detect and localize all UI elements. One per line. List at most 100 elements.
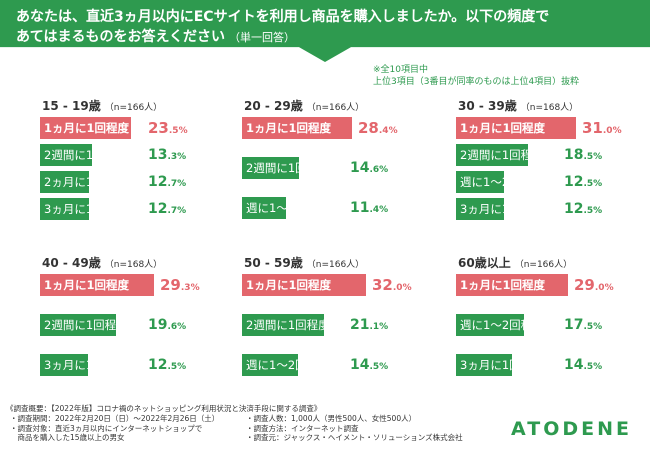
bar-row: 2ヵ月に1回程度 12.7% — [40, 171, 238, 193]
survey-summary: 《調査概要：【2022年版】コロナ禍のネットショッピング利用状況と決済手段に関す… — [6, 404, 646, 448]
bar-category-label: 2週間に1回程度 — [246, 318, 330, 332]
bar — [456, 274, 568, 296]
age-group-name: 30 - 39歳 — [458, 99, 517, 113]
survey-summary-heading: 《調査概要：【2022年版】コロナ禍のネットショッピング利用状況と決済手段に関す… — [6, 404, 322, 413]
bar-value-int: 29 — [574, 276, 595, 294]
sample-size: （n=168人） — [520, 103, 579, 113]
bar-value-label: 12.5% — [564, 198, 602, 220]
bar-value-int: 12 — [148, 201, 168, 217]
bar-value-decimal: .6 — [167, 322, 178, 332]
age-panel: 20 - 29歳 （n=166人） 1ヵ月に1回程度 28.4% 2週間に1回程度 14.… — [242, 97, 440, 221]
bar-value-decimal: .5 — [583, 322, 594, 332]
age-group-name: 40 - 49歳 — [42, 256, 101, 270]
bar-value-label: 17.5% — [564, 314, 602, 336]
age-group-label: 50 - 59歳 （n=166人） — [244, 254, 364, 271]
bar-value-unit: % — [379, 362, 389, 372]
bar-value-label: 12.5% — [148, 354, 186, 376]
bar-value-label: 29.0% — [574, 274, 614, 296]
bar-rows: 1ヵ月に1回程度 32.0% 2週間に1回程度 21.1% 週に1～2回程度 14.5% — [242, 274, 440, 376]
bar-row: 1ヵ月に1回程度 23.5% — [40, 117, 238, 139]
bar-row: 3ヵ月に1回程度 12.5% — [40, 354, 238, 376]
bar-value-unit: % — [190, 283, 200, 293]
bar-rows: 1ヵ月に1回程度 31.0% 2週間に1回程度 18.5% 週に1～2回程度 12.5% 3… — [456, 117, 650, 220]
bar-rows: 1ヵ月に1回程度 29.0% 週に1～2回程度 17.5% 3ヵ月に1回程度 14.5% — [456, 274, 650, 376]
bar-row: 2週間に1回程度 21.1% — [242, 314, 440, 336]
bar-value-int: 28 — [358, 119, 379, 137]
bar-value-label: 12.5% — [564, 171, 602, 193]
bar — [456, 144, 528, 166]
bar-value-int: 14 — [350, 357, 370, 373]
bar-value-unit: % — [593, 152, 603, 162]
bar-row: 週に1～2回程度 17.5% — [456, 314, 650, 336]
bar-value-int: 31 — [582, 119, 603, 137]
bar-value-decimal: .5 — [583, 362, 594, 372]
bar — [40, 314, 116, 336]
bar-value-int: 13 — [148, 147, 168, 163]
bar-category-label: 2週間に1回程度 — [44, 318, 128, 332]
bar-category-label: 週に1～2回程度 — [246, 358, 330, 372]
bar-row: 週に1～2回程度 11.4% — [242, 197, 440, 219]
bar-category-label: 2週間に1回程度 — [246, 161, 330, 175]
bar-value-decimal: .1 — [369, 322, 380, 332]
bar-value-unit: % — [593, 206, 603, 216]
bar-value-int: 29 — [160, 276, 181, 294]
bar-row: 3ヵ月に1回程度 12.7% — [40, 198, 238, 220]
age-group-name: 20 - 29歳 — [244, 99, 303, 113]
bar-value-unit: % — [177, 362, 187, 372]
bar-value-decimal: .5 — [369, 362, 380, 372]
age-group-name: 50 - 59歳 — [244, 256, 303, 270]
chart-title-line1: あなたは、直近3ヵ月以内にECサイトを利用し商品を購入しましたか。以下の頻度で — [16, 9, 550, 25]
bar-value-decimal: .5 — [167, 362, 178, 372]
bar-value-int: 17 — [564, 317, 584, 333]
bar-value-label: 19.6% — [148, 314, 186, 336]
bar-category-label: 1ヵ月に1回程度 — [460, 121, 546, 135]
bar-row: 2週間に1回程度 13.3% — [40, 144, 238, 166]
bar-category-label: 3ヵ月に1回程度 — [460, 358, 544, 372]
bar-value-label: 28.4% — [358, 117, 398, 139]
selection-note-line2: 上位3項目（3番目が同率のものは上位4項目）抜粋 — [373, 77, 580, 87]
selection-note-line1: ※全10項目中 — [373, 65, 428, 75]
bar-value-decimal: .4 — [378, 126, 389, 136]
bar-value-unit: % — [593, 362, 603, 372]
bar-row: 1ヵ月に1回程度 29.0% — [456, 274, 650, 296]
bar-value-label: 14.6% — [350, 157, 388, 179]
bar-value-label: 14.5% — [350, 354, 388, 376]
age-group-label: 15 - 19歳 （n=166人） — [42, 97, 162, 114]
bar-value-label: 29.3% — [160, 274, 200, 296]
bar-value-decimal: .4 — [369, 205, 380, 215]
bar-row: 2週間に1回程度 14.6% — [242, 157, 440, 179]
sample-size: （n=166人） — [104, 103, 163, 113]
bar-row: 1ヵ月に1回程度 29.3% — [40, 274, 238, 296]
bar — [40, 198, 89, 220]
survey-target-cont: 商品を購入した15歳以上の男女 — [10, 433, 125, 442]
bar-value-unit: % — [379, 205, 389, 215]
age-group-label: 30 - 39歳 （n=168人） — [458, 97, 578, 114]
age-group-label: 40 - 49歳 （n=168人） — [42, 254, 162, 271]
bar-category-label: 1ヵ月に1回程度 — [44, 121, 130, 135]
bar-value-decimal: .5 — [583, 179, 594, 189]
bar-value-label: 32.0% — [372, 274, 412, 296]
bar-category-label: 2ヵ月に1回程度 — [44, 175, 128, 189]
bar-value-decimal: .5 — [583, 206, 594, 216]
bar — [242, 354, 298, 376]
bar-category-label: 1ヵ月に1回程度 — [246, 278, 332, 292]
bar-row: 3ヵ月に1回程度 14.5% — [456, 354, 650, 376]
age-panel: 15 - 19歳 （n=166人） 1ヵ月に1回程度 23.5% 2週間に1回程度 13.… — [40, 97, 238, 221]
age-group-label: 20 - 29歳 （n=166人） — [244, 97, 364, 114]
bar-value-int: 12 — [564, 174, 584, 190]
bar-value-decimal: .7 — [167, 206, 178, 216]
sample-size: （n=166人） — [306, 260, 365, 270]
survey-summary-left: ・調査期間：2022年2月20日（日）～2022年2月26日（土） ・調査対象：… — [10, 414, 219, 443]
bar-value-label: 21.1% — [350, 314, 388, 336]
bar-value-unit: % — [177, 322, 187, 332]
bar-value-int: 21 — [350, 317, 370, 333]
bar-value-label: 11.4% — [350, 197, 388, 219]
bar-value-unit: % — [604, 283, 614, 293]
bar — [456, 171, 504, 193]
bar-row: 2週間に1回程度 19.6% — [40, 314, 238, 336]
bar — [242, 157, 299, 179]
survey-method: ・調査方法：インターネット調査 — [246, 423, 359, 433]
bar — [242, 117, 352, 139]
bar — [40, 171, 89, 193]
bar-row: 1ヵ月に1回程度 32.0% — [242, 274, 440, 296]
